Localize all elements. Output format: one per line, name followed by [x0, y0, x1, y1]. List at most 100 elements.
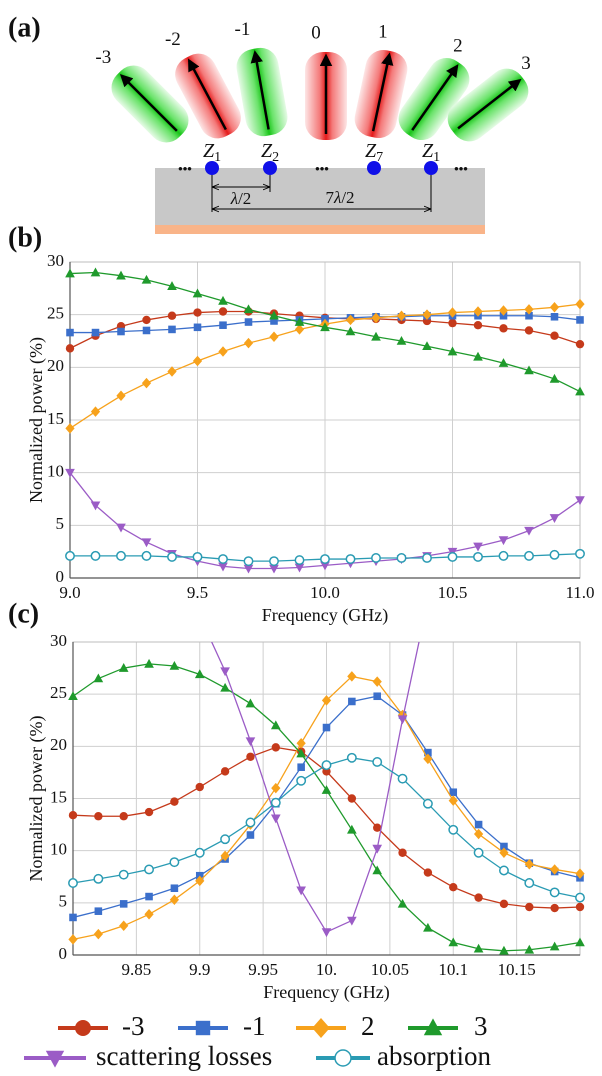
marker [118, 869, 129, 880]
marker [321, 785, 332, 794]
marker [296, 775, 307, 786]
marker [65, 550, 75, 561]
y-tick-label: 15 [50, 787, 67, 806]
beam [398, 57, 470, 141]
marker [246, 831, 255, 839]
y-tick-label: 5 [56, 514, 65, 533]
panel-label: (a) [8, 12, 41, 43]
marker [65, 468, 75, 478]
marker [243, 564, 254, 574]
marker [575, 937, 585, 947]
x-tick-label: 10. [316, 960, 337, 979]
marker [345, 554, 356, 564]
marker [68, 934, 78, 945]
spacing-label: 7λ/2 [325, 188, 354, 207]
spacing-label: λ/2 [230, 189, 252, 208]
y-axis-label: Normalized power (%) [26, 716, 47, 882]
panel-label: (c) [8, 598, 39, 629]
marker [575, 298, 585, 310]
ellipsis: ••• [178, 161, 192, 176]
marker [116, 523, 126, 533]
marker [116, 550, 126, 561]
marker [269, 331, 279, 343]
marker [473, 306, 483, 317]
marker [499, 865, 509, 876]
marker [549, 941, 560, 951]
marker [93, 673, 104, 683]
marker [69, 913, 77, 922]
marker [246, 752, 255, 761]
marker [575, 386, 585, 396]
marker [94, 907, 103, 915]
marker [448, 824, 459, 835]
marker [93, 928, 103, 940]
marker [245, 737, 256, 747]
marker [320, 322, 330, 332]
marker [192, 355, 203, 367]
marker [424, 748, 432, 757]
marker [220, 767, 230, 776]
marker [371, 331, 381, 341]
marker [396, 310, 407, 321]
marker [473, 321, 483, 330]
marker [192, 551, 203, 562]
marker [66, 328, 74, 337]
legend-label: -3 [122, 1011, 145, 1041]
marker [145, 892, 153, 901]
marker [473, 943, 484, 953]
marker [447, 346, 458, 356]
marker [321, 760, 332, 771]
marker [448, 937, 459, 947]
marker [524, 944, 535, 954]
marker [550, 903, 559, 913]
marker [90, 550, 101, 561]
marker [473, 542, 483, 552]
marker [68, 810, 78, 820]
beam-arrow [188, 58, 227, 131]
marker [142, 326, 151, 335]
marker [500, 842, 508, 851]
marker [549, 302, 560, 313]
marker [499, 847, 509, 859]
marker [423, 922, 433, 932]
element-symbol: Z [365, 140, 377, 162]
beam-label: 0 [311, 22, 321, 43]
marker [167, 311, 177, 320]
substrate [155, 168, 485, 226]
marker [193, 323, 202, 332]
marker [297, 763, 305, 771]
marker [142, 315, 151, 325]
element-index: 1 [433, 150, 440, 165]
marker [167, 366, 177, 377]
marker [321, 928, 332, 938]
x-tick-label: 9.85 [122, 960, 152, 979]
ellipsis: ••• [454, 161, 468, 176]
y-tick-label: 20 [47, 356, 64, 375]
marker [218, 307, 228, 316]
marker [144, 909, 154, 920]
marker [372, 844, 383, 854]
marker [294, 563, 305, 573]
marker [524, 878, 535, 888]
marker [170, 797, 179, 806]
marker [93, 873, 104, 884]
marker [423, 753, 433, 765]
marker [396, 553, 407, 563]
y-tick-label: 25 [47, 304, 64, 323]
marker [320, 561, 330, 571]
marker [524, 550, 534, 561]
x-tick-label: 10.1 [438, 960, 468, 979]
legend-swatch-marker [45, 1050, 65, 1068]
dimension-labels: λ/2 7λ/2 [230, 188, 355, 208]
marker [193, 308, 202, 317]
y-tick-label: 20 [50, 735, 67, 754]
beam-arrow [371, 52, 394, 132]
marker [90, 406, 101, 417]
marker [90, 501, 101, 511]
marker [168, 325, 176, 334]
beam [305, 52, 347, 140]
marker [499, 945, 509, 955]
marker [373, 823, 382, 832]
marker [243, 556, 254, 567]
marker [347, 794, 357, 803]
